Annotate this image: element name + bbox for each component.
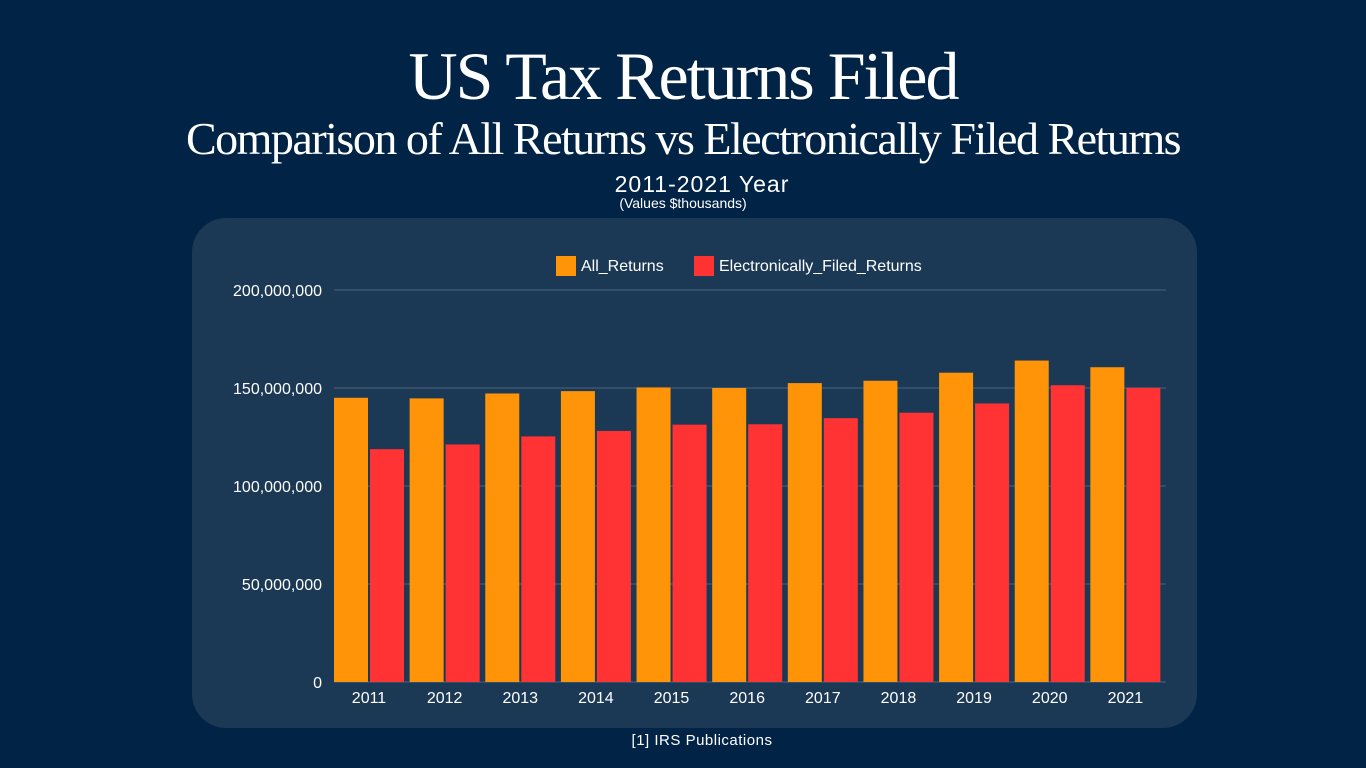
legend-swatch-electronically-filed bbox=[694, 256, 714, 276]
x-tick-label: 2012 bbox=[427, 690, 463, 707]
y-tick-label: 50,000,000 bbox=[242, 577, 322, 594]
bar-electronically-filed-2021 bbox=[1126, 387, 1161, 682]
bar-all-returns-2017 bbox=[787, 383, 822, 682]
bar-all-returns-2020 bbox=[1014, 360, 1049, 682]
bar-electronically-filed-2012 bbox=[445, 444, 480, 682]
y-tick-label: 200,000,000 bbox=[233, 283, 322, 300]
bar-all-returns-2021 bbox=[1090, 367, 1125, 682]
bar-electronically-filed-2016 bbox=[748, 424, 783, 682]
bar-electronically-filed-2017 bbox=[823, 418, 858, 682]
bar-all-returns-2011 bbox=[334, 397, 368, 682]
x-tick-label: 2021 bbox=[1108, 690, 1144, 707]
legend-label: All_Returns bbox=[581, 258, 664, 275]
bar-all-returns-2012 bbox=[409, 398, 444, 682]
year-range-label: 2011-2021 Year bbox=[614, 171, 790, 197]
x-tick-label: 2020 bbox=[1032, 690, 1068, 707]
bar-electronically-filed-2020 bbox=[1050, 385, 1085, 682]
legend-label: Electronically_Filed_Returns bbox=[719, 258, 922, 275]
values-unit-note: (Values $thousands) bbox=[619, 195, 747, 211]
bar-all-returns-2014 bbox=[560, 391, 595, 682]
y-tick-label: 150,000,000 bbox=[233, 381, 322, 398]
bar-electronically-filed-2011 bbox=[370, 449, 404, 682]
bar-chart: 0 50,000,000 100,000,000 150,000,000 200,000… bbox=[233, 256, 1166, 707]
x-tick-label: 2011 bbox=[352, 690, 387, 707]
y-tick-label: 100,000,000 bbox=[233, 479, 322, 496]
source-citation: [1] IRS Publications bbox=[631, 732, 773, 749]
bar-all-returns-2015 bbox=[636, 387, 671, 682]
x-tick-label: 2014 bbox=[578, 690, 614, 707]
bar-electronically-filed-2019 bbox=[975, 403, 1010, 682]
chart-title: US Tax Returns Filed bbox=[408, 38, 960, 114]
bar-electronically-filed-2014 bbox=[596, 430, 631, 682]
legend-swatch-all-returns bbox=[556, 256, 576, 276]
x-tick-label: 2017 bbox=[805, 690, 841, 707]
bar-electronically-filed-2015 bbox=[672, 424, 707, 682]
x-tick-label: 2019 bbox=[956, 690, 992, 707]
bar-electronically-filed-2018 bbox=[899, 412, 934, 682]
bar-all-returns-2013 bbox=[485, 393, 520, 682]
chart-subtitle: Comparison of All Returns vs Electronica… bbox=[185, 113, 1182, 164]
x-tick-label: 2015 bbox=[654, 690, 690, 707]
x-tick-label: 2016 bbox=[729, 690, 765, 707]
bar-all-returns-2016 bbox=[712, 388, 747, 682]
chart-panel: 0 50,000,000 100,000,000 150,000,000 200,000… bbox=[192, 218, 1197, 728]
bar-all-returns-2019 bbox=[939, 372, 974, 682]
x-tick-label: 2013 bbox=[502, 690, 538, 707]
bar-electronically-filed-2013 bbox=[521, 436, 556, 682]
x-tick-label: 2018 bbox=[881, 690, 917, 707]
y-tick-label: 0 bbox=[313, 675, 322, 692]
bar-all-returns-2018 bbox=[863, 380, 898, 682]
